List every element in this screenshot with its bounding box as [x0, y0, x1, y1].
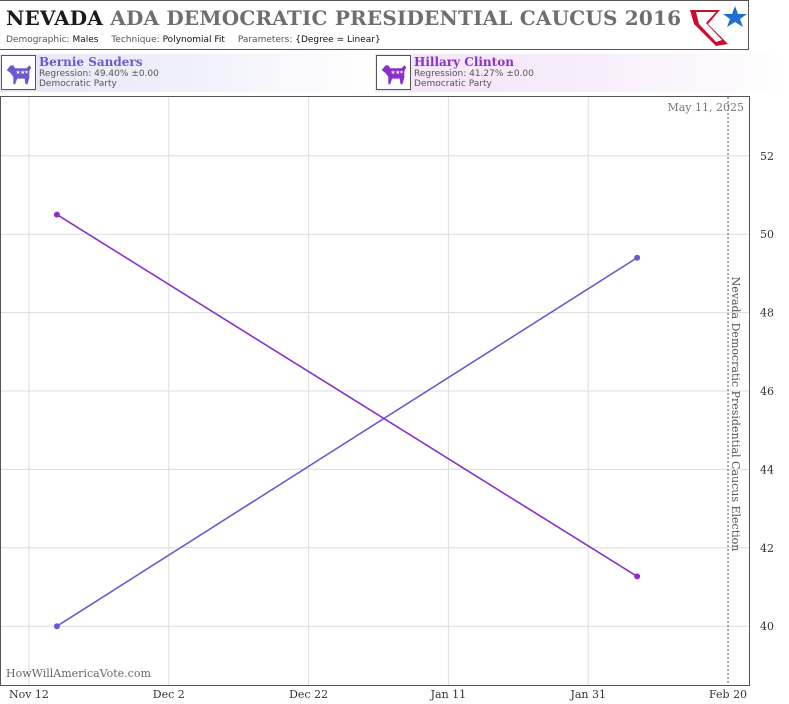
candidate-name: Hillary Clinton: [414, 55, 514, 69]
candidate-regression: Regression: 49.40% ±0.00: [39, 69, 159, 79]
demographic-label: Demographic:: [6, 35, 70, 45]
x-tick-label: Feb 20: [709, 688, 747, 701]
donkey-icon: [376, 55, 411, 90]
x-tick-label: Jan 11: [430, 688, 467, 701]
x-tick-label: Nov 12: [9, 688, 49, 701]
candidate-regression: Regression: 41.27% ±0.00: [414, 69, 534, 79]
technique-value: Polynomial Fit: [162, 35, 225, 45]
demographic-value: Males: [72, 35, 99, 45]
x-tick-label: Dec 22: [289, 688, 328, 701]
chart-title: NEVADA ADA DEMOCRATIC PRESIDENTIAL CAUCU…: [6, 6, 681, 30]
x-tick-label: Dec 2: [153, 688, 185, 701]
chart-area: Nevada Democratic Presidential Caucus El…: [0, 96, 789, 704]
y-tick-label: 40: [760, 620, 774, 633]
series-line: [56, 257, 638, 627]
chart-parameters: Demographic: Males Technique: Polynomial…: [6, 35, 391, 45]
x-tick-label: Jan 31: [569, 688, 606, 701]
y-tick-label: 52: [760, 150, 774, 163]
chart-svg: Nevada Democratic Presidential Caucus El…: [0, 96, 774, 701]
y-tick-label: 42: [760, 542, 774, 555]
candidate-name: Bernie Sanders: [39, 55, 143, 69]
chart-header: NEVADA ADA DEMOCRATIC PRESIDENTIAL CAUCU…: [0, 0, 749, 50]
event-label: Nevada Democratic Presidential Caucus El…: [729, 277, 742, 552]
y-tick-label: 48: [760, 307, 774, 320]
title-state: NEVADA: [6, 6, 104, 30]
site-logo-icon: [690, 6, 747, 46]
title-rest: ADA DEMOCRATIC PRESIDENTIAL CAUCUS 2016: [103, 6, 682, 30]
candidate-party: Democratic Party: [39, 79, 117, 89]
candidate-party: Democratic Party: [414, 79, 492, 89]
series-line: [56, 213, 638, 578]
parameters-label: Parameters:: [237, 35, 293, 45]
parameters-value: {Degree = Linear}: [295, 35, 381, 45]
candidate-card-clinton: Hillary Clinton Regression: 41.27% ±0.00…: [375, 54, 785, 92]
watermark: HowWillAmericaVote.com: [6, 667, 151, 680]
donkey-icon: [1, 55, 36, 90]
data-point: [634, 573, 641, 580]
date-label: May 11, 2025: [667, 101, 744, 114]
y-tick-label: 50: [760, 228, 774, 241]
candidate-card-sanders: Bernie Sanders Regression: 49.40% ±0.00 …: [0, 54, 370, 92]
y-tick-label: 44: [760, 463, 774, 476]
data-point: [53, 623, 60, 630]
data-point: [634, 254, 641, 261]
technique-label: Technique:: [111, 35, 160, 45]
data-point: [53, 211, 60, 218]
y-tick-label: 46: [760, 385, 774, 398]
